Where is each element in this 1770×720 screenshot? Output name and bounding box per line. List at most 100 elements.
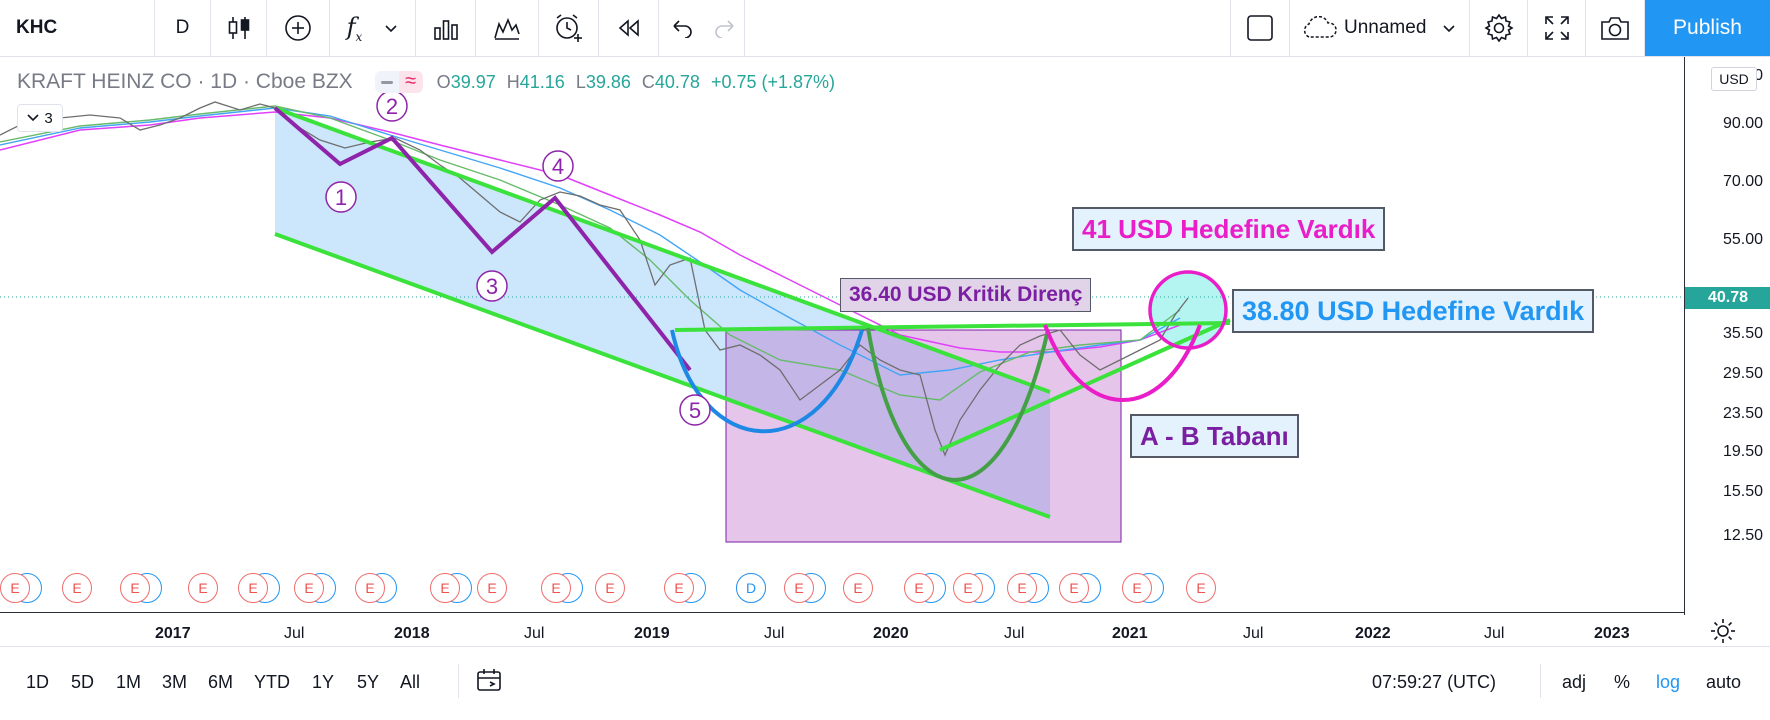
replay-button[interactable] — [599, 0, 659, 56]
divider — [458, 664, 459, 698]
dividend-event-icon[interactable]: D — [736, 573, 766, 603]
range-button-6m[interactable]: 6M — [208, 672, 234, 692]
wave-2-label: 2 — [386, 94, 398, 119]
earnings-event-icon[interactable]: E — [355, 573, 385, 603]
range-button-all[interactable]: All — [400, 672, 421, 692]
legend-title: KRAFT HEINZ CO · 1D · Cboe BZX — [17, 70, 353, 93]
range-button-1d[interactable]: 1D — [26, 672, 50, 692]
earnings-event-icon[interactable]: E — [1007, 573, 1037, 603]
compare-button[interactable] — [267, 0, 330, 56]
price-label: 35.50 — [1722, 325, 1763, 342]
alert-button[interactable] — [539, 0, 599, 56]
fullscreen-icon — [1544, 16, 1569, 40]
layout-button[interactable] — [1230, 0, 1290, 56]
time-label: 2020 — [873, 625, 909, 642]
interval-button[interactable]: D — [155, 0, 211, 56]
indicators-toggle[interactable]: 3 — [17, 104, 63, 132]
snapshot-button[interactable] — [1586, 0, 1645, 56]
redo-icon — [714, 20, 734, 38]
earnings-event-icon[interactable]: E — [1186, 573, 1216, 603]
range-button-5d[interactable]: 5D — [71, 672, 95, 692]
wave-3-label: 3 — [486, 274, 498, 299]
earnings-event-icon[interactable]: E — [120, 573, 150, 603]
base-note[interactable]: A - B Tabanı — [1130, 414, 1299, 458]
earnings-event-icon[interactable]: E — [62, 573, 92, 603]
price-label: 90.00 — [1722, 115, 1763, 132]
camera-icon — [1601, 17, 1629, 40]
utc-clock[interactable]: 07:59:27 (UTC) — [1372, 672, 1497, 692]
range-button-ytd[interactable]: YTD — [254, 672, 290, 692]
earnings-event-icon[interactable]: E — [294, 573, 324, 603]
range-button-1m[interactable]: 1M — [116, 672, 142, 692]
resistance-text: 36.40 USD Kritik Direnç — [849, 283, 1083, 306]
base-text: A - B Tabanı — [1140, 420, 1289, 451]
earnings-event-icon[interactable]: E — [953, 573, 983, 603]
date-range-button[interactable] — [476, 668, 504, 694]
earnings-event-icon[interactable]: E — [843, 573, 873, 603]
time-label: Jul — [524, 625, 545, 642]
earnings-event-icon[interactable]: E — [904, 573, 934, 603]
open-key: O — [436, 71, 451, 92]
earnings-event-icon[interactable]: E — [664, 573, 694, 603]
percent-toggle[interactable]: % — [1614, 672, 1631, 692]
earnings-event-icon[interactable]: E — [430, 573, 460, 603]
redo-button[interactable] — [705, 0, 745, 56]
minus-pill-icon — [374, 71, 399, 93]
chart-style-button[interactable] — [211, 0, 267, 56]
fullscreen-button[interactable] — [1528, 0, 1586, 56]
auto-toggle[interactable]: auto — [1706, 672, 1742, 692]
templates-button[interactable] — [476, 0, 539, 56]
range-button-5y[interactable]: 5Y — [357, 672, 380, 692]
time-label: 2022 — [1355, 625, 1391, 642]
legend-flag[interactable]: ≈ — [374, 71, 423, 93]
earnings-event-icon[interactable]: E — [1122, 573, 1152, 603]
fx-icon: fx — [346, 12, 363, 44]
channel-fill — [275, 108, 1050, 517]
channel-upper-line — [274, 106, 1051, 394]
low-value: 39.86 — [585, 71, 631, 92]
calendar-range-icon — [477, 669, 501, 691]
earnings-event-icon[interactable]: E — [595, 573, 625, 603]
axis-settings-button[interactable] — [1710, 618, 1736, 644]
resistance-note[interactable]: 36.40 USD Kritik Direnç — [840, 278, 1092, 312]
target-circle — [1148, 270, 1228, 350]
wave-1-label: 1 — [335, 185, 347, 210]
wave-5-marker — [679, 394, 711, 426]
indicators-button[interactable]: fx — [330, 0, 416, 56]
divider — [1540, 664, 1541, 698]
undo-button[interactable] — [659, 0, 705, 56]
high-value: 41.16 — [519, 71, 565, 92]
earnings-event-icon[interactable]: E — [188, 573, 218, 603]
earnings-event-icon[interactable]: E — [477, 573, 507, 603]
price-scale[interactable]: USD 110.0090.0070.0055.0043.0035.5029.50… — [1684, 57, 1770, 615]
log-toggle[interactable]: log — [1656, 672, 1681, 692]
settings-button[interactable] — [1470, 0, 1528, 56]
time-label: Jul — [1004, 625, 1025, 642]
time-axis[interactable]: 2017 Jul 2018 Jul 2019 Jul 2020 Jul 2021 Jul 2022 J… — [0, 612, 1684, 647]
financials-button[interactable] — [416, 0, 476, 56]
cloud-icon — [1303, 16, 1337, 38]
candles-icon — [228, 17, 249, 39]
publish-button[interactable]: Publish — [1645, 0, 1770, 56]
currency-label: USD — [1719, 71, 1749, 87]
earnings-event-icon[interactable]: E — [1059, 573, 1089, 603]
price-label: 55.00 — [1722, 231, 1763, 248]
adj-toggle[interactable]: adj — [1562, 672, 1587, 692]
wave-4-marker — [542, 150, 574, 182]
range-button-3m[interactable]: 3M — [162, 672, 188, 692]
price-label: 29.50 — [1722, 365, 1763, 382]
earnings-event-icon[interactable]: E — [541, 573, 571, 603]
save-layout-button[interactable]: Unnamed — [1290, 0, 1470, 56]
chart-pane[interactable]: 1 2 3 4 5 EEEEEEEEEEEEEEEEEEEEED — [0, 57, 1684, 615]
earnings-event-icon[interactable]: E — [0, 573, 30, 603]
earnings-event-icon[interactable]: E — [784, 573, 814, 603]
target-41-note[interactable]: 41 USD Hedefine Vardık — [1072, 207, 1386, 251]
range-button-1y[interactable]: 1Y — [312, 672, 335, 692]
templates-icon — [494, 17, 520, 40]
symbol-search-button[interactable]: KHC — [0, 0, 155, 56]
earnings-event-icon[interactable]: E — [238, 573, 268, 603]
range-box — [725, 329, 1122, 543]
undo-icon — [673, 20, 692, 38]
currency-badge[interactable]: USD — [1711, 67, 1757, 91]
target-3880-note[interactable]: 38.80 USD Hedefine Vardık — [1232, 289, 1595, 333]
